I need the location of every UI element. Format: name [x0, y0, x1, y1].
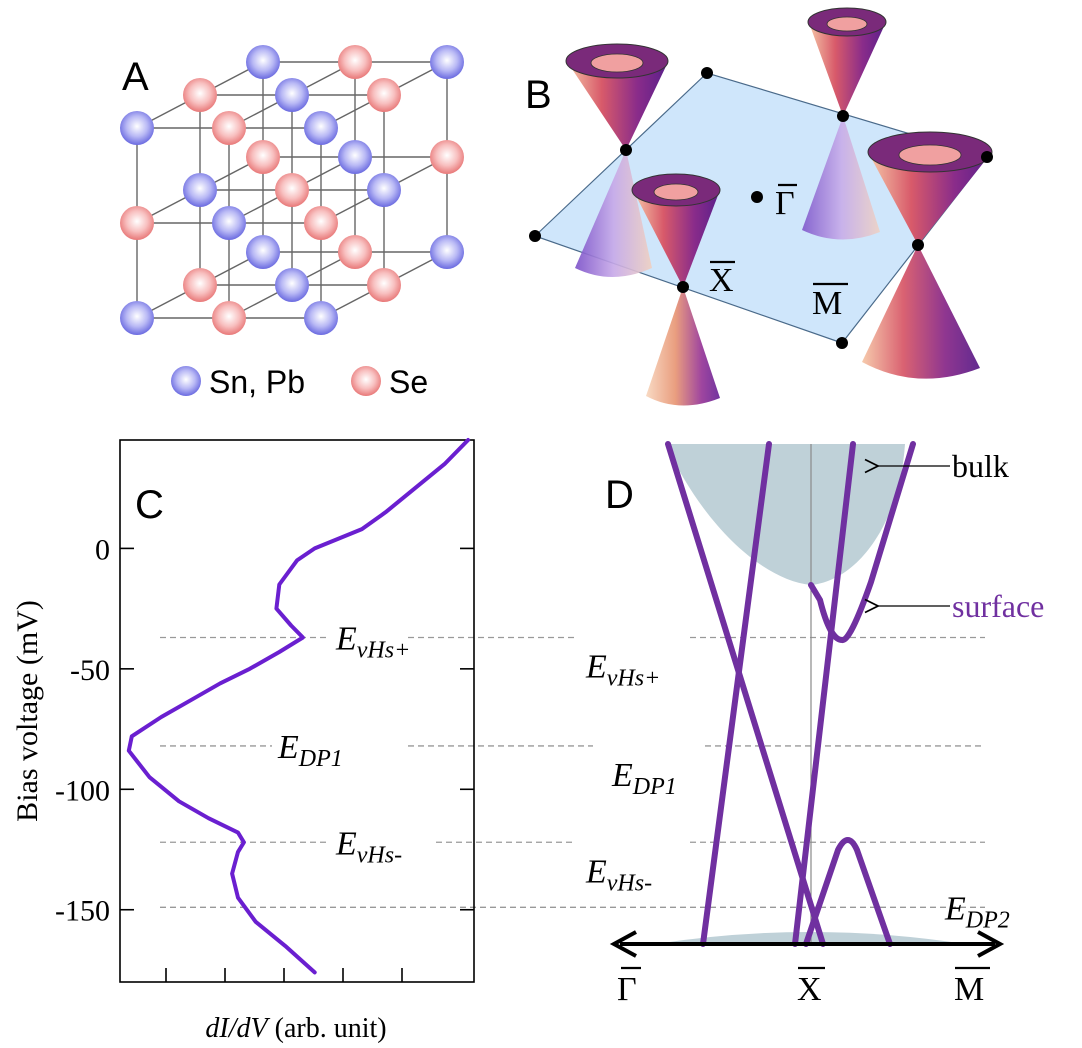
k-axis-arrow-left [609, 930, 637, 958]
didv-spectrum-line [126, 438, 471, 975]
energy-level-label: EDP2 [944, 890, 1010, 933]
energy-level-label: EvHs+ [335, 621, 410, 664]
y-axis-ticks-c: 0 -50 -100 -150 [55, 533, 474, 928]
atom-se [275, 173, 309, 207]
panel-a: A Sn, Pb Se [120, 45, 464, 400]
band-line-1 [665, 441, 826, 947]
atom-sn-pb [430, 235, 464, 269]
panel-c: C 0 -50 -100 -150 Bias voltage (mV) dI/dV (… [11, 438, 475, 1044]
dirac-cone-top-right [802, 7, 887, 240]
atom-sn-pb [183, 173, 217, 207]
axis-point-m-d: M [954, 971, 984, 1008]
band-line-2 [700, 441, 772, 947]
panel-d-label: D [605, 473, 634, 517]
energy-level-labels: EvHs+ EvHs+ EDP1 EDP1 EvHs- EvHs- EDP2 [277, 621, 1010, 934]
surface-label: surface [952, 588, 1044, 624]
dirac-cone-top-left [565, 43, 669, 277]
plot-frame-c [119, 439, 475, 983]
atom-sn-pb [430, 45, 464, 79]
y-tick-label: -100 [55, 774, 110, 807]
y-tick-label: -150 [55, 895, 110, 928]
point-label-x-b: X [709, 262, 734, 299]
y-tick-label: -50 [70, 654, 110, 687]
legend-label-sn-pb: Sn, Pb [209, 364, 305, 400]
panel-b-label: B [525, 73, 552, 117]
atom-sn-pb [338, 140, 372, 174]
dirac-cone-x-point [631, 173, 721, 406]
atom-se [183, 268, 217, 302]
energy-level-label: EvHs- [335, 825, 402, 868]
panel-d: D Γ X M bulk surface [605, 441, 1044, 1008]
dirac-cone-right [862, 131, 993, 379]
atom-se [183, 78, 217, 112]
bulk-band-region [666, 444, 905, 585]
atom-sn-pb [120, 111, 154, 145]
legend-a: Sn, Pb Se [171, 364, 428, 400]
legend-swatch-sn-pb [171, 366, 201, 396]
panel-b: B [525, 7, 993, 406]
band-upper-vhs [808, 441, 916, 643]
axis-point-gamma-d: Γ [617, 971, 637, 1008]
atom-se [430, 140, 464, 174]
energy-level-label: EDP1 [611, 757, 677, 800]
crystal-lattice [120, 45, 464, 335]
atom-se [304, 206, 338, 240]
atom-sn-pb [275, 78, 309, 112]
atom-sn-pb [304, 111, 338, 145]
high-symmetry-dots [529, 67, 993, 349]
atom-sn-pb [275, 268, 309, 302]
y-tick-label: 0 [95, 533, 110, 566]
atom-se [338, 45, 372, 79]
atom-se [367, 268, 401, 302]
atom-sn-pb [246, 45, 280, 79]
atom-sn-pb [304, 301, 338, 335]
band-line-3 [792, 441, 856, 947]
atom-se [212, 301, 246, 335]
point-label-m-b: M [812, 285, 842, 322]
energy-level-label: EvHs- [585, 853, 652, 896]
atom-se [367, 78, 401, 112]
y-axis-label-c: Bias voltage (mV) [11, 600, 44, 822]
atom-sn-pb [212, 206, 246, 240]
energy-level-label: EDP1 [277, 729, 343, 772]
k-axis-arrow-right [977, 930, 1005, 958]
point-label-gamma-b: Γ [775, 185, 795, 222]
x-axis-label-c: dI/dV (arb. unit) [205, 1013, 386, 1044]
energy-level-label: EvHs+ [585, 649, 660, 692]
bulk-label: bulk [952, 448, 1009, 484]
x-axis-ticks-c [165, 968, 403, 982]
band-lower-vhs [803, 837, 893, 947]
atom-se [212, 111, 246, 145]
panel-a-label: A [122, 55, 149, 99]
atom-sn-pb [246, 235, 280, 269]
atom-sn-pb [367, 173, 401, 207]
atom-se [246, 140, 280, 174]
surface-bands [665, 441, 916, 947]
atom-se [338, 235, 372, 269]
legend-label-se: Se [389, 364, 428, 400]
atom-se [120, 206, 154, 240]
panel-c-label: C [135, 483, 164, 527]
axis-point-x-d: X [797, 971, 822, 1008]
legend-swatch-se [351, 366, 381, 396]
atom-sn-pb [120, 301, 154, 335]
